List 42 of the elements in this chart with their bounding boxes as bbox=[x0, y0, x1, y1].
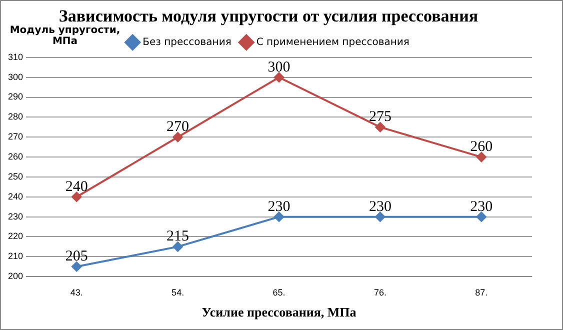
data-label: 215 bbox=[166, 228, 190, 245]
x-tick-label: 54. bbox=[172, 287, 184, 298]
x-tick-label: 65. bbox=[272, 287, 286, 298]
y-tick-label: 290 bbox=[8, 92, 24, 102]
point bbox=[476, 212, 486, 222]
x-tick-label: 76. bbox=[374, 287, 386, 298]
y-tick-label: 250 bbox=[8, 171, 24, 182]
y-axis-title: Модуль упругости, МПа bbox=[8, 25, 122, 47]
y-tick-label: 230 bbox=[8, 211, 24, 222]
chart-title: Зависимость модуля упругости от усилия прессования bbox=[58, 6, 478, 26]
y-tick-label: 210 bbox=[8, 251, 24, 262]
point bbox=[375, 212, 386, 222]
y-tick-label: 220 bbox=[8, 231, 24, 242]
point bbox=[172, 242, 183, 252]
y-tick-label: 240 bbox=[8, 191, 24, 202]
point bbox=[274, 72, 284, 82]
point bbox=[476, 152, 486, 162]
y-tick-label: 300 bbox=[8, 72, 24, 82]
data-label: 270 bbox=[166, 119, 190, 136]
data-label: 240 bbox=[65, 178, 88, 195]
legend-label: С применением прессования bbox=[256, 36, 410, 48]
data-label: 275 bbox=[368, 109, 392, 126]
data-label: 230 bbox=[268, 198, 290, 215]
data-label: 260 bbox=[470, 138, 493, 155]
y-tick-label: 260 bbox=[8, 152, 24, 162]
data-label: 300 bbox=[268, 59, 290, 76]
data-label: 230 bbox=[470, 198, 493, 215]
x-tick-label: 87. bbox=[475, 287, 488, 298]
y-tick-label: 200 bbox=[8, 271, 24, 282]
point bbox=[72, 192, 82, 202]
data-label: 230 bbox=[368, 198, 392, 215]
data-label: 205 bbox=[65, 248, 88, 265]
x-axis-title: Усилие прессования, МПа bbox=[202, 304, 357, 320]
legend-label: Без прессования bbox=[142, 36, 232, 48]
y-tick-label: 270 bbox=[8, 132, 24, 142]
y-tick-label: 280 bbox=[8, 112, 24, 122]
point bbox=[375, 122, 386, 132]
point bbox=[72, 262, 82, 272]
y-tick-label: 310 bbox=[8, 52, 24, 62]
x-tick-label: 43. bbox=[70, 287, 83, 298]
point bbox=[274, 212, 284, 222]
point bbox=[172, 132, 183, 142]
